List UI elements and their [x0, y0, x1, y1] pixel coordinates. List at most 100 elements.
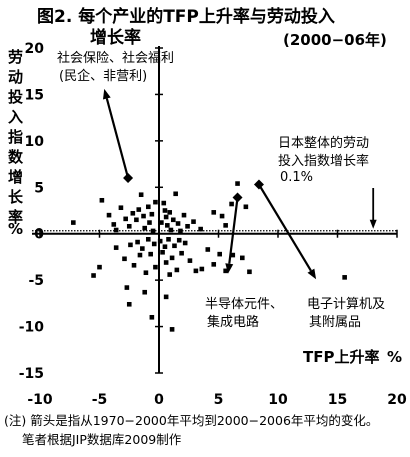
y-axis-label-char: 劳 [8, 48, 23, 66]
footnote-line1: (注) 箭头是指从1970−2000年平均到2000−2006年平均的变化。 [4, 413, 378, 428]
data-point [126, 301, 132, 307]
data-point [187, 258, 193, 263]
data-point [157, 238, 163, 244]
data-point [149, 211, 155, 217]
reference-line-label-line1: 日本整体的劳动 [278, 135, 369, 151]
data-point [182, 240, 188, 246]
data-point [106, 212, 112, 218]
data-point [137, 252, 143, 258]
data-point [179, 250, 184, 256]
data-point [163, 260, 169, 265]
data-point [122, 256, 127, 262]
x-tick-label: -5 [92, 392, 108, 408]
data-point [168, 227, 174, 233]
arrow-social-insurance-head [102, 88, 111, 100]
data-point [165, 223, 170, 228]
data-point [169, 255, 175, 261]
data-point [230, 252, 236, 258]
y-axis-label-char: 投 [8, 88, 23, 106]
data-point [175, 221, 181, 226]
annotation-social-insurance-line2: (民企、非营利) [59, 68, 147, 84]
data-point [176, 237, 182, 243]
data-point [143, 270, 149, 276]
data-point [142, 289, 148, 295]
y-tick-label: -5 [28, 273, 44, 289]
y-tick-label: 5 [34, 180, 44, 196]
y-tick-label: -10 [19, 320, 45, 336]
data-point [149, 314, 155, 320]
y-axis-label-char: 率 [8, 208, 23, 226]
annotation-computer-line1: 电子计算机及 [307, 297, 385, 312]
data-point [153, 199, 158, 205]
chart-period: (2000−06年) [283, 31, 387, 49]
arrow-semiconductor-shaft [228, 197, 239, 264]
data-point [113, 227, 119, 233]
arrow-reference-head [369, 219, 377, 229]
annotation-semiconductor-line2: 集成电路 [207, 314, 259, 330]
x-tick-label: 0 [154, 392, 164, 408]
data-point [240, 255, 245, 261]
data-point [111, 222, 117, 227]
data-point [162, 208, 168, 213]
data-point [118, 205, 124, 211]
axes [32, 46, 398, 374]
data-point [71, 220, 76, 225]
y-tick-label: 20 [25, 41, 45, 57]
data-point [123, 216, 128, 222]
data-point [91, 273, 96, 278]
chart-title: 图2. 每个产业的TFP上升率与劳动投入 [37, 6, 335, 27]
data-point [162, 244, 168, 250]
data-point [211, 262, 217, 267]
y-axis-unit: % [8, 220, 23, 238]
data-point [178, 228, 183, 234]
data-point [170, 217, 176, 223]
y-tick-label: 15 [25, 87, 44, 103]
x-tick-label: -10 [27, 392, 53, 408]
y-tick-label: 10 [25, 134, 45, 150]
data-point [124, 285, 130, 290]
data-point [198, 226, 203, 232]
data-point [161, 200, 167, 206]
data-point [145, 204, 151, 210]
data-point [199, 266, 205, 272]
data-point [135, 239, 140, 245]
arrows [102, 88, 377, 280]
data-point [167, 272, 173, 277]
y-axis-label-char: 动 [8, 68, 23, 86]
data-point [229, 201, 234, 207]
data-point [134, 217, 139, 223]
data-point [151, 241, 157, 247]
data-point [342, 275, 347, 280]
data-point [145, 236, 151, 242]
arrow-social-insurance-shaft [105, 98, 130, 179]
reference-line-label-line2: 投入指数增长率 [278, 153, 369, 169]
y-tick-label: 0 [34, 227, 44, 243]
data-point [97, 264, 102, 270]
data-point [167, 210, 173, 215]
y-axis-label-char: 入 [8, 108, 23, 126]
y-axis-label-char: 增 [8, 168, 23, 186]
data-point [160, 249, 165, 255]
data-point [193, 268, 199, 274]
data-point [163, 214, 169, 220]
data-point [140, 246, 145, 251]
data-point [185, 223, 190, 229]
data-point [153, 264, 158, 270]
data-point [219, 213, 225, 219]
footnote-line2: 笔者根据JIP数据库2009制作 [22, 432, 182, 447]
data-point [223, 223, 228, 228]
arrow-computer-head [307, 268, 317, 280]
data-point [211, 210, 217, 215]
chart-title-line2: 增长率 [90, 27, 141, 48]
reference-line-label-value: 0.1% [280, 170, 313, 185]
data-point [128, 242, 133, 248]
data-point [138, 192, 144, 198]
data-point [191, 219, 196, 224]
arrow-computer-shaft [258, 183, 312, 272]
data-point [147, 220, 152, 225]
data-point [159, 220, 164, 225]
x-tick-label: 15 [328, 392, 347, 408]
data-point [205, 247, 211, 252]
data-point [243, 204, 249, 210]
